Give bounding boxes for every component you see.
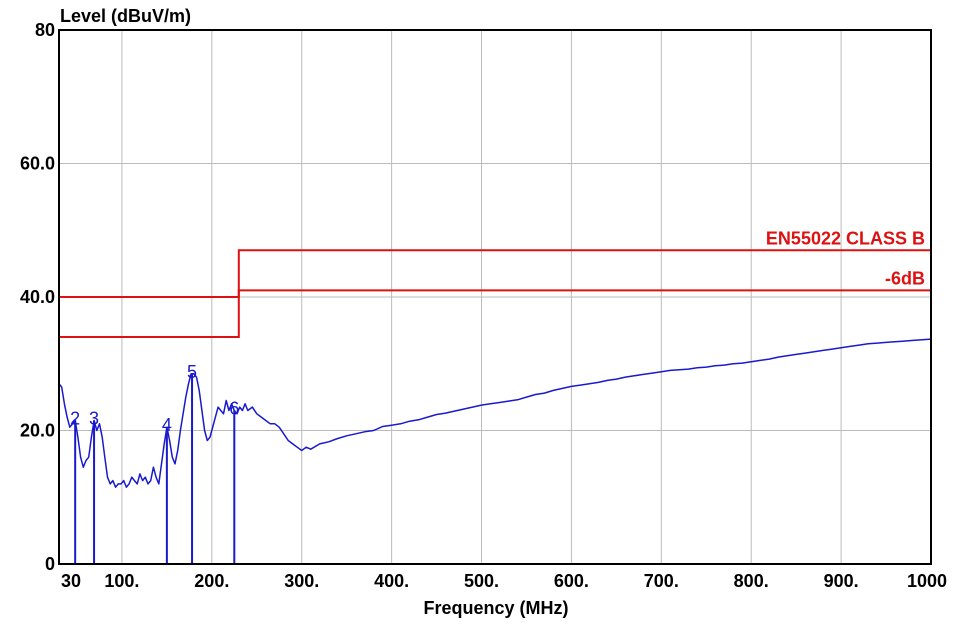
x-tick-label: 900. [824, 571, 859, 591]
y-tick-label: 80 [35, 20, 55, 40]
marker-6-label: 6 [229, 398, 239, 418]
minus-6db-limit-label: -6dB [885, 268, 925, 288]
x-tick-label: 700. [644, 571, 679, 591]
marker-3-label: 3 [89, 408, 99, 428]
class-b-limit-label: EN55022 CLASS B [766, 228, 925, 248]
marker-5-label: 5 [187, 362, 197, 382]
x-tick-label: 100. [104, 571, 139, 591]
y-axis-title: Level (dBuV/m) [60, 6, 191, 26]
y-tick-label: 60.0 [20, 154, 55, 174]
trace-line [58, 338, 932, 488]
x-tick-label: 200. [194, 571, 229, 591]
marker-2-label: 2 [70, 408, 80, 428]
x-tick-label: 400. [374, 571, 409, 591]
axis-ticks: 30 100. 200. 300. 400. 500. 600. 700. 800. 900. 10… [20, 20, 947, 591]
x-axis-title: Frequency (MHz) [423, 598, 568, 618]
x-tick-label: 600. [554, 571, 589, 591]
x-tick-label: 800. [734, 571, 769, 591]
limit-lines: EN55022 CLASS B -6dB [59, 228, 931, 339]
x-tick-label: 500. [464, 571, 499, 591]
x-tick-label: 30 [61, 571, 81, 591]
minus-6db-limit-line [59, 289, 931, 339]
class-b-limit-line [59, 249, 931, 298]
peak-markers: 2 3 4 5 6 [70, 362, 239, 564]
x-tick-label: 1000 [907, 571, 947, 591]
plot-frame [58, 29, 932, 565]
x-tick-label: 300. [284, 571, 319, 591]
y-tick-label: 0 [45, 554, 55, 574]
y-tick-label: 20.0 [20, 421, 55, 441]
measurement-trace [58, 338, 932, 488]
marker-4-label: 4 [162, 415, 172, 435]
y-tick-label: 40.0 [20, 287, 55, 307]
